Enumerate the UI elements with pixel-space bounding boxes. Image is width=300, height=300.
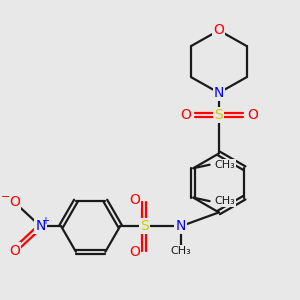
Text: CH₃: CH₃ — [215, 196, 236, 206]
Text: O: O — [180, 108, 191, 122]
Text: O: O — [129, 245, 140, 259]
Text: N: N — [35, 219, 46, 233]
Text: +: + — [41, 216, 49, 226]
Text: S: S — [140, 219, 149, 233]
Text: −: − — [1, 192, 10, 202]
Text: O: O — [247, 108, 258, 122]
Text: CH₃: CH₃ — [215, 160, 236, 170]
Text: CH₃: CH₃ — [170, 245, 191, 256]
Text: O: O — [9, 244, 20, 257]
Text: O: O — [9, 195, 20, 209]
Text: N: N — [176, 219, 186, 233]
Text: N: N — [214, 86, 224, 100]
Text: O: O — [213, 23, 224, 38]
Text: O: O — [129, 193, 140, 207]
Text: S: S — [214, 108, 223, 122]
